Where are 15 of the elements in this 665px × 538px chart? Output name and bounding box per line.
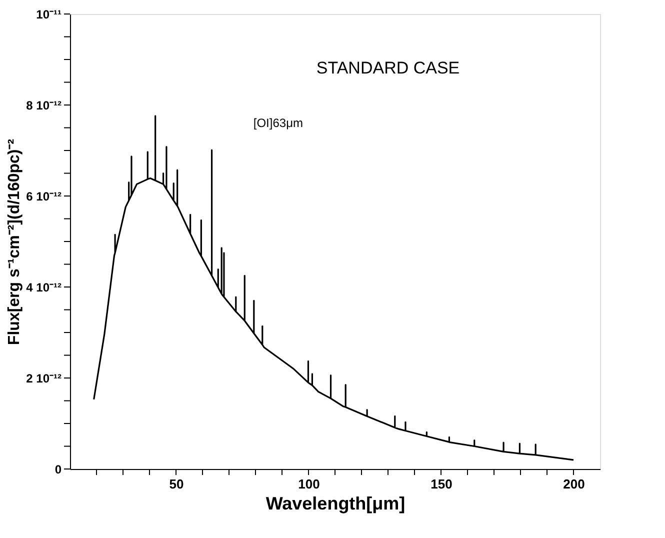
line-series: [93, 115, 574, 461]
y-axis-title: Flux[erg s⁻¹cm⁻²](d/160pc)⁻²: [6, 138, 24, 346]
y-tick-label: 4 10⁻¹²: [26, 280, 62, 294]
x-axis-title: Wavelength[μm]: [266, 494, 406, 514]
x-tick-label: 50: [169, 476, 184, 492]
y-tick-label: 10⁻¹¹: [36, 8, 62, 22]
x-tick-label: 100: [298, 476, 320, 492]
y-tick-label: 2 10⁻¹²: [26, 372, 62, 386]
annotation: STANDARD CASE: [316, 58, 460, 78]
y-tick-label: 8 10⁻¹²: [26, 98, 62, 112]
y-tick-label: 0: [54, 462, 62, 476]
annotation: [OI]63μm: [253, 116, 303, 130]
x-tick-label: 200: [563, 476, 585, 492]
x-tick-label: 150: [430, 476, 452, 492]
y-tick-label: 6 10⁻¹²: [26, 190, 62, 204]
